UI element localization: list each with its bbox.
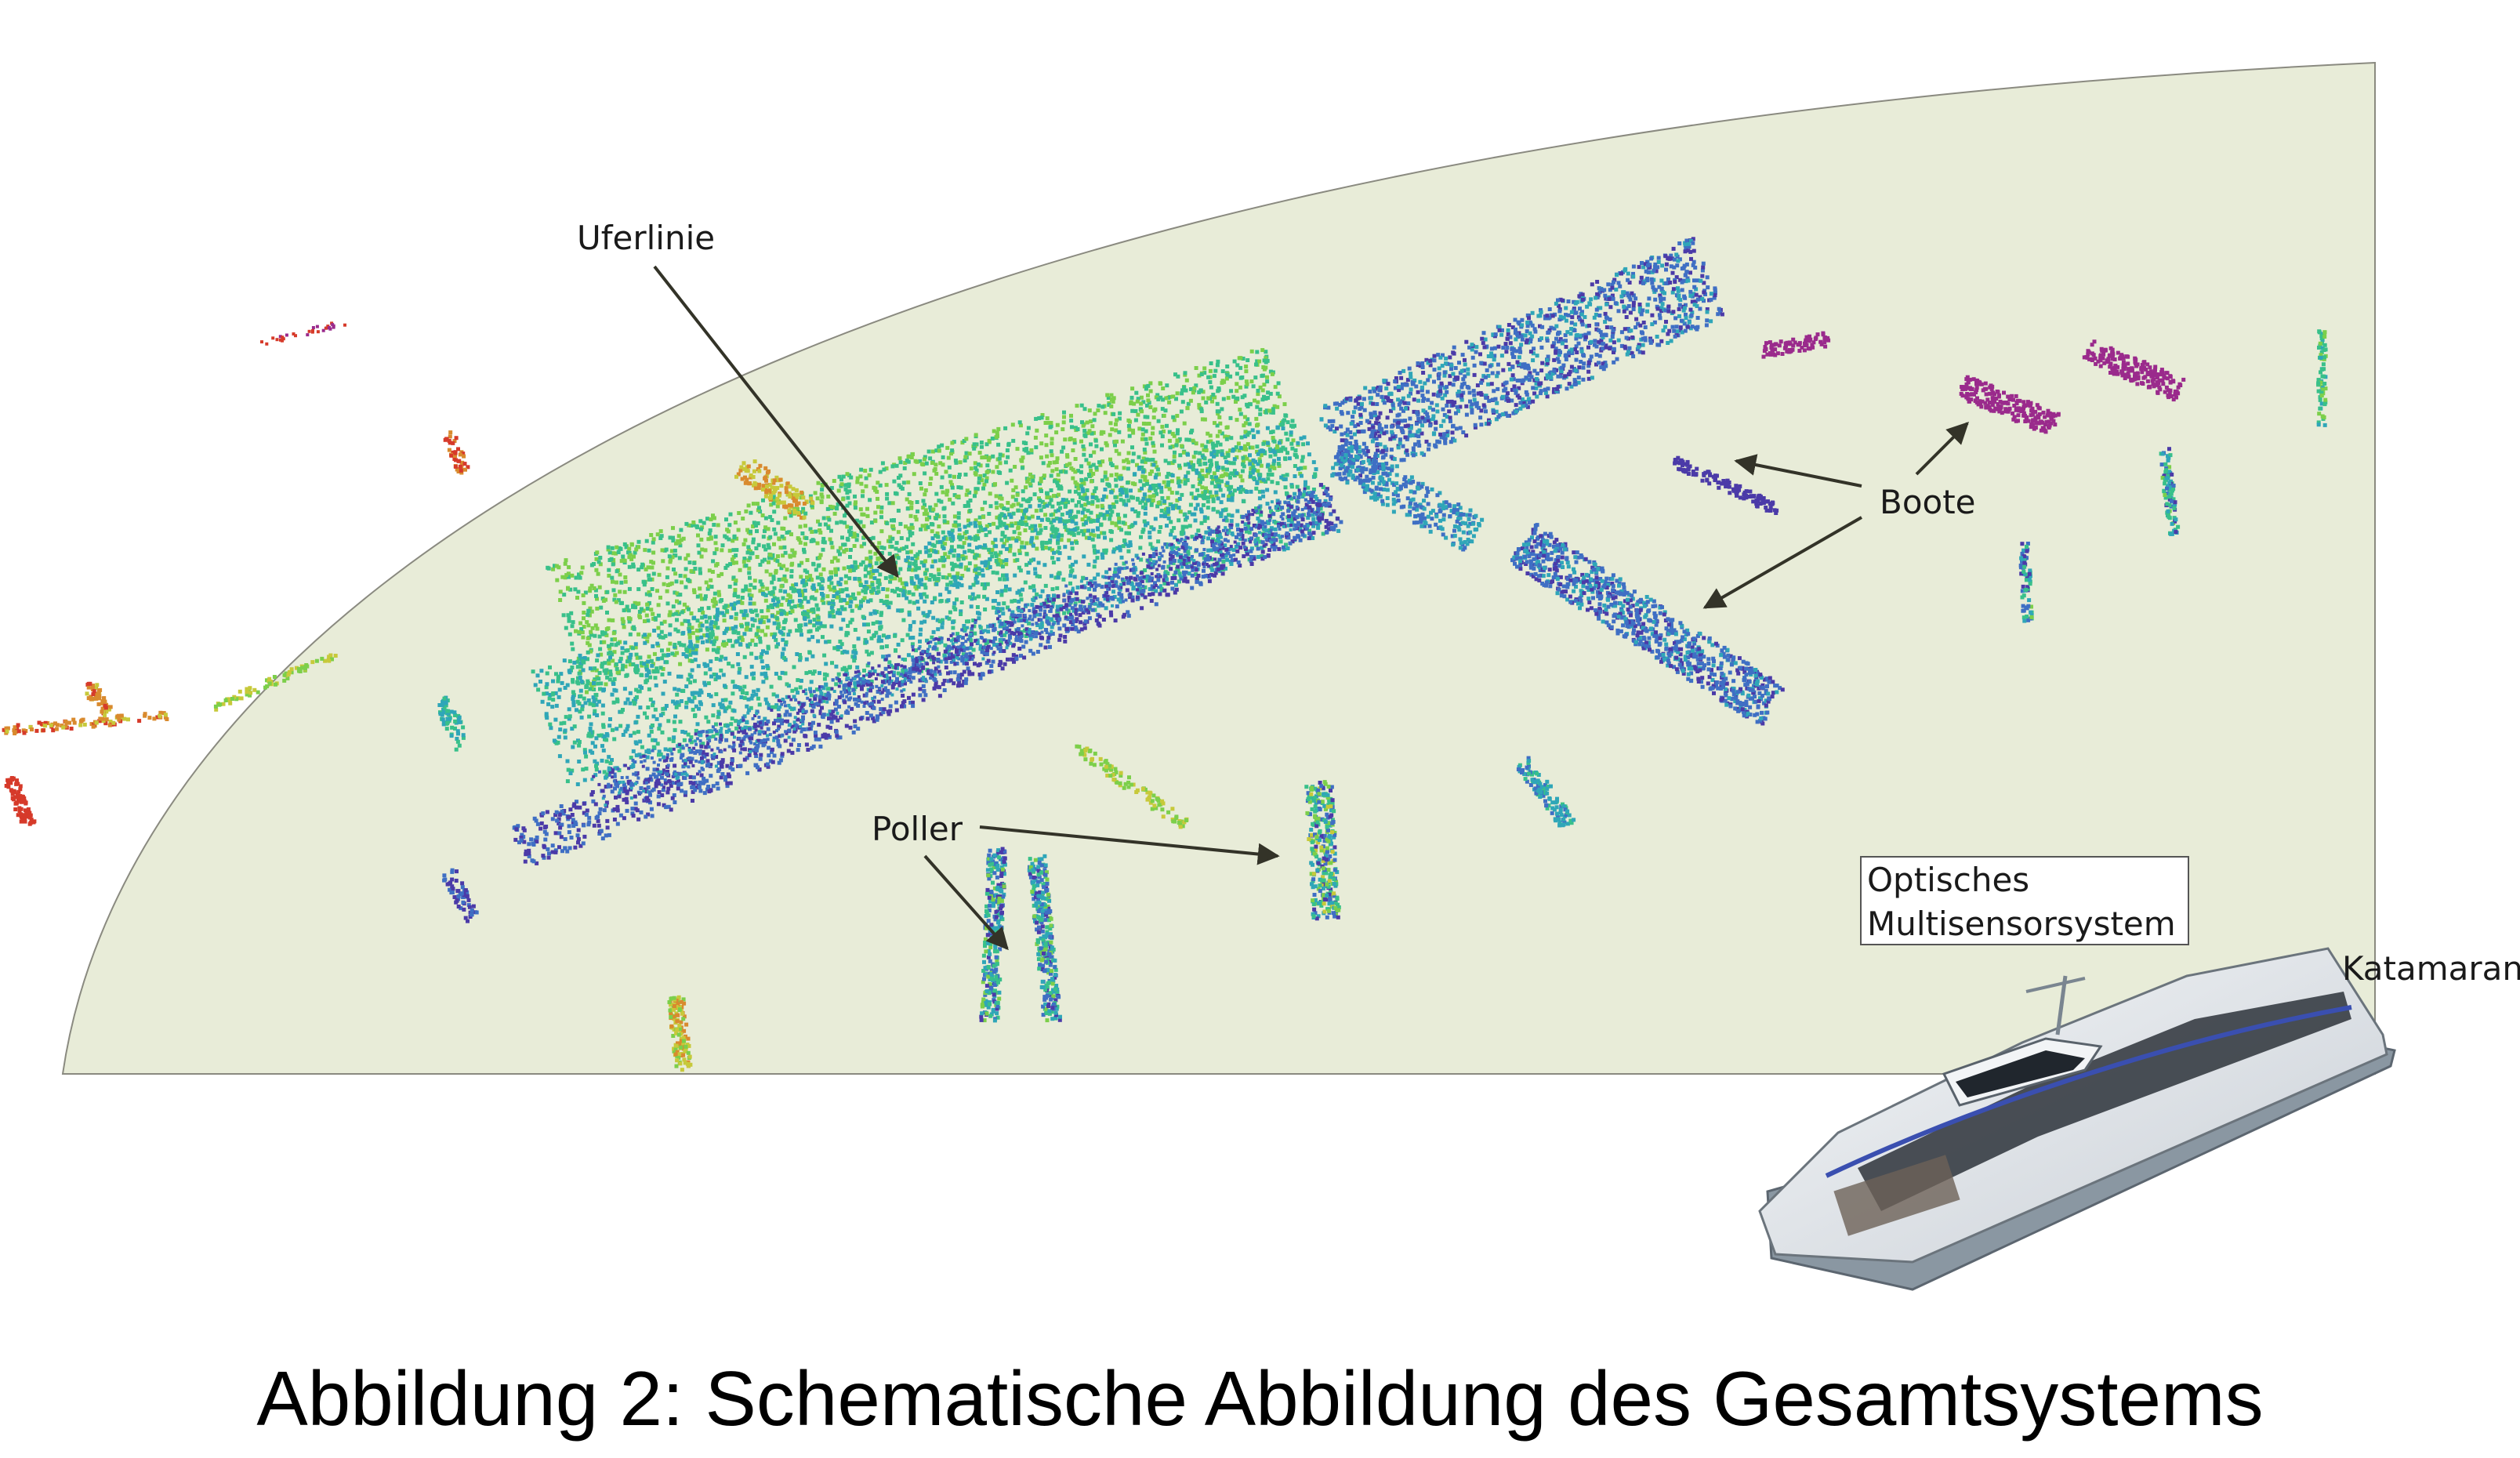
boat-cloud-2	[1959, 375, 2061, 434]
mid-scatter-c	[442, 868, 479, 923]
boote-label: Boote	[1880, 483, 1976, 521]
left-scatter-f	[443, 430, 470, 475]
shoreline-cloud-mid	[531, 418, 1341, 786]
katamaran-label: Katamaran	[2342, 949, 2520, 988]
mid-scatter-b	[437, 695, 466, 752]
left-scatter-e	[260, 321, 346, 346]
sensor-label-line1: Optisches	[1867, 861, 2029, 899]
pier-spur	[1330, 439, 1485, 552]
boat-cloud-3	[2082, 339, 2186, 402]
poller-arrow-right	[979, 825, 1280, 865]
post-cloud-d	[2316, 329, 2328, 427]
boat-cloud-1	[1673, 455, 1779, 515]
catamaran-mast-arm	[2025, 977, 2086, 993]
post-cloud-e	[1516, 756, 1576, 828]
figure-caption: Abbildung 2: Schematische Abbildung des …	[256, 1355, 2264, 1442]
catamaran-stripe	[1825, 1005, 2352, 1178]
poller-arrow-left	[923, 854, 1009, 951]
mid-scatter-a	[1075, 744, 1189, 829]
boote-arrow-middle	[1734, 454, 1862, 488]
catamaran-illustration	[1758, 947, 2396, 1291]
uferlinie-label: Uferlinie	[577, 219, 715, 257]
post-cloud-c	[2018, 542, 2034, 623]
catamaran-passenger-deck	[1833, 1155, 1960, 1236]
catamaran-bridge-window	[1956, 1050, 2085, 1097]
bollard-cloud-right	[1304, 780, 1341, 921]
left-scatter-d	[85, 681, 113, 726]
uferlinie-arrow	[653, 265, 899, 578]
bollard-cloud-left-b	[1027, 854, 1062, 1023]
boote-arrow-upper	[1915, 422, 1969, 476]
poller-label: Poller	[872, 810, 963, 848]
boat-cloud-4	[1761, 331, 1831, 359]
shoreline-cloud-edge	[590, 487, 1322, 807]
sensor-label-line2: Multisensorsystem	[1867, 905, 2176, 943]
catamaran-mast	[2055, 975, 2068, 1035]
left-scatter-c	[4, 776, 37, 826]
left-scatter-g	[734, 459, 815, 520]
post-cloud-a	[667, 995, 693, 1072]
boote-arrow-lower	[1702, 516, 1862, 609]
boat-cloud-large	[1510, 523, 1785, 726]
left-scatter-a	[2, 710, 169, 736]
left-scatter-b	[213, 653, 338, 712]
sensor-label-box	[1860, 856, 2189, 945]
post-cloud-b	[2159, 447, 2181, 536]
annotation-arrows	[653, 265, 1969, 951]
catamaran-window-band	[1858, 992, 2351, 1211]
